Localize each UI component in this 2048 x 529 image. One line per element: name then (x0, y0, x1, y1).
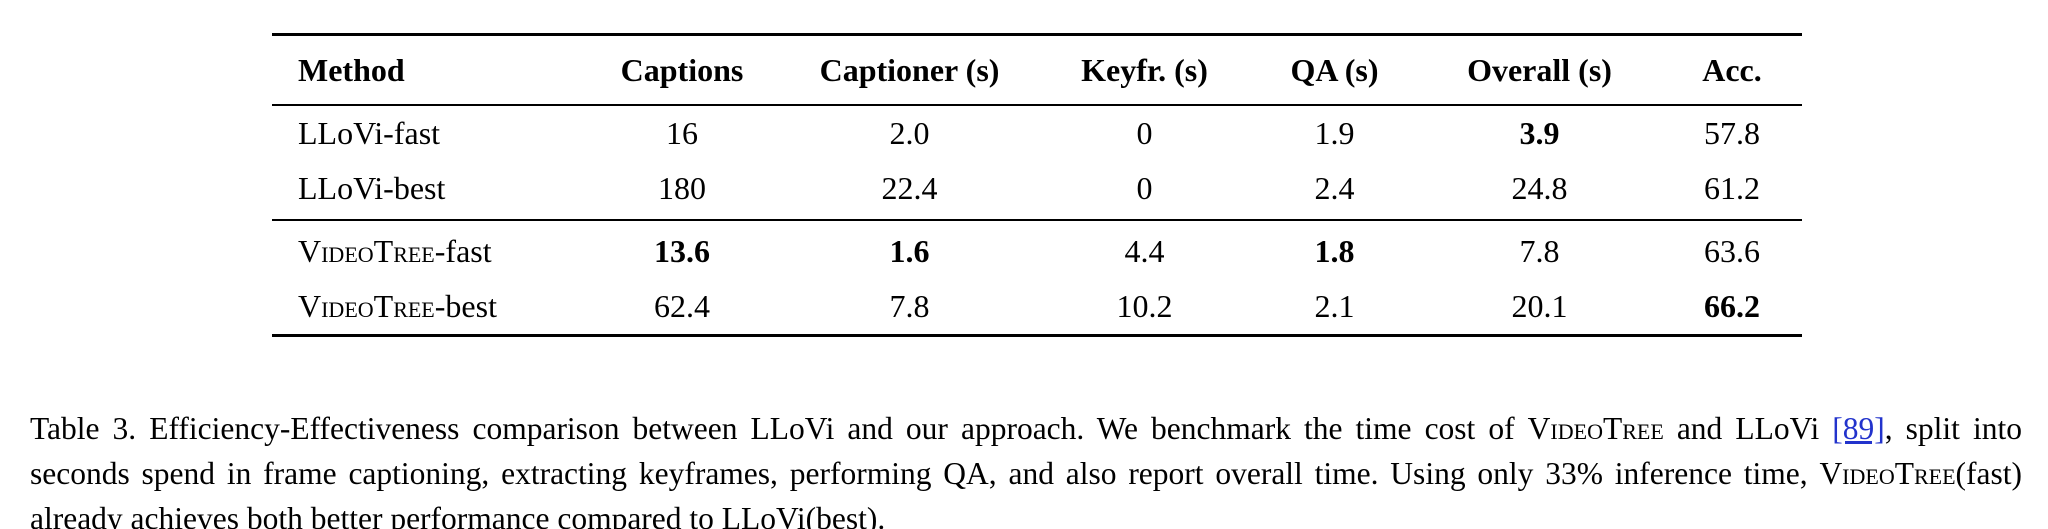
cell-captioner: 7.8 (889, 288, 930, 324)
cell-overall: 24.8 (1511, 170, 1568, 206)
cell-keyfr: 4.4 (1037, 219, 1252, 279)
method-cell: LLoVi-best (272, 161, 582, 220)
caption-text: (fast) already achieves both better perf… (30, 455, 2022, 529)
caption-text: and LLoVi (1663, 410, 1833, 446)
cell-qa: 2.1 (1314, 288, 1355, 324)
column-header-acc: Acc. (1662, 34, 1802, 106)
method-name-smallcaps: VideoTree (298, 288, 435, 324)
cell-captions: 62.4 (654, 288, 710, 324)
column-header-method: Method (272, 34, 582, 106)
cell-keyfr: 0 (1136, 115, 1153, 151)
cell-captioner: 2.0 (889, 115, 930, 151)
cell-acc: 61.2 (1704, 170, 1760, 206)
cell-captions: 180 (658, 170, 706, 206)
method-name: -fast (434, 233, 492, 269)
cell-overall: 7.8 (1417, 219, 1662, 279)
method-name: -best (434, 288, 497, 324)
cell-captions: 16 (666, 115, 698, 151)
method-name: LLoVi-best (298, 170, 446, 206)
column-header-keyfr-s: Keyfr. (s) (1037, 34, 1252, 106)
method-cell: LLoVi-fast (272, 105, 582, 161)
column-header-qa-s: QA (s) (1252, 34, 1417, 106)
caption-smallcaps-videotree: VideoTree (1819, 455, 1956, 491)
cell-captioner: 22.4 (881, 170, 938, 206)
column-header-captions: Captions (582, 34, 782, 106)
cell-keyfr: 0 (1136, 170, 1153, 206)
cell-qa: 1.9 (1314, 115, 1355, 151)
cell-qa: 2.4 (1314, 170, 1355, 206)
table-row-videotree-fast: VideoTree-fast 13.6 1.6 4.4 1.8 7.8 63.6 (272, 219, 1802, 279)
method-name-smallcaps: VideoTree (298, 233, 435, 269)
cell-qa: 1.8 (1252, 219, 1417, 279)
table-caption: Table 3. Efficiency-Effectiveness compar… (30, 406, 2022, 529)
cell-keyfr: 10.2 (1116, 288, 1173, 324)
caption-text: , split into seconds spend in frame capt… (30, 410, 2022, 491)
cell-captioner: 1.6 (782, 219, 1037, 279)
cell-overall: 3.9 (1519, 115, 1560, 151)
cell-overall: 20.1 (1511, 288, 1568, 324)
caption-text: Table 3. Efficiency-Effectiveness compar… (30, 410, 1528, 446)
cell-captions: 13.6 (582, 219, 782, 279)
citation-link-89[interactable]: [89] (1832, 410, 1885, 446)
table-row-videotree-best: VideoTree-best 62.4 7.8 10.2 2.1 20.1 66… (272, 279, 1802, 336)
cell-acc: 66.2 (1704, 288, 1760, 324)
column-header-captioner-s: Captioner (s) (782, 34, 1037, 106)
method-name: LLoVi-fast (298, 115, 441, 151)
results-table: Method Captions Captioner (s) Keyfr. (s)… (272, 33, 1802, 337)
cell-acc: 63.6 (1662, 219, 1802, 279)
method-cell: VideoTree-fast (272, 219, 582, 279)
cell-acc: 57.8 (1704, 115, 1760, 151)
method-cell: VideoTree-best (272, 279, 582, 336)
table-header-row: Method Captions Captioner (s) Keyfr. (s)… (272, 34, 1802, 106)
caption-smallcaps-videotree: VideoTree (1527, 410, 1664, 446)
table-row-llovi-best: LLoVi-best 180 22.4 0 2.4 24.8 61.2 (272, 161, 1802, 220)
table-row-llovi-fast: LLoVi-fast 16 2.0 0 1.9 3.9 57.8 (272, 105, 1802, 161)
column-header-overall-s: Overall (s) (1417, 34, 1662, 106)
